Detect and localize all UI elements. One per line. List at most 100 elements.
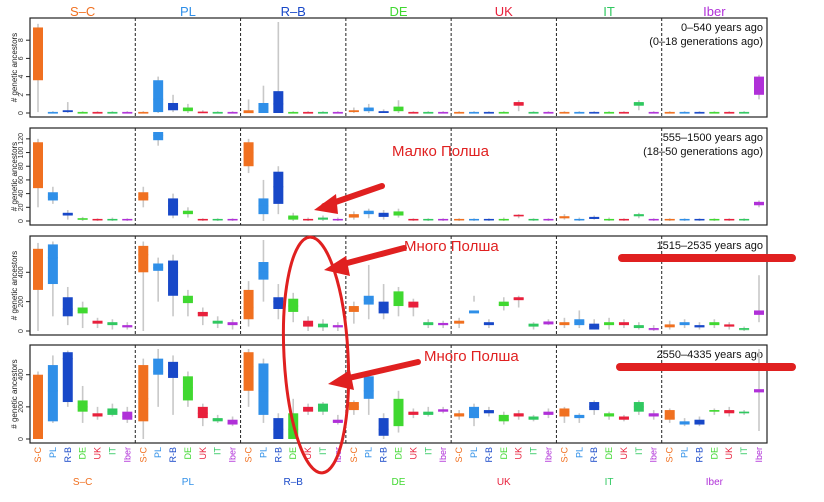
- box-S-C-Iber: [122, 406, 133, 423]
- iqr-box: [589, 402, 600, 411]
- y-tick-label: 400: [18, 266, 25, 278]
- x-tick-label: R-B: [63, 447, 73, 463]
- x-tick-label: IT: [318, 446, 328, 455]
- box-R-B-UK: [303, 217, 314, 221]
- box-UK-PL: [469, 111, 480, 114]
- y-tick-label: 200: [18, 296, 25, 308]
- x-tick-label: UK: [724, 447, 734, 460]
- box-R-B-R-B: [273, 22, 284, 113]
- iqr-box: [77, 400, 88, 412]
- y-tick-label: 40: [18, 190, 25, 198]
- iqr-box: [138, 245, 149, 273]
- box-IT-S-C: [559, 111, 570, 114]
- x-tick-label: R-B: [168, 447, 178, 463]
- box-R-B-S-C: [243, 138, 254, 174]
- box-DE-UK: [408, 218, 419, 221]
- box-R-B-IT: [317, 215, 328, 221]
- box-IT-PL: [574, 217, 585, 221]
- panel-frame: [29, 235, 768, 336]
- x-tick-label: S-C: [33, 447, 43, 463]
- box-R-B-S-C: [243, 99, 254, 114]
- box-DE-UK: [408, 408, 419, 419]
- bottom-group-label: DE: [392, 477, 406, 488]
- x-tick-label: DE: [288, 447, 298, 460]
- box-S-C-Iber: [122, 322, 133, 330]
- y-tick-label: 8: [18, 38, 25, 42]
- top-group-label: UK: [495, 4, 513, 19]
- box-R-B-R-B: [273, 166, 284, 215]
- box-UK-DE: [498, 111, 509, 114]
- iqr-box: [648, 328, 659, 330]
- box-Iber-R-B: [694, 218, 705, 221]
- x-tick-label: DE: [394, 447, 404, 460]
- box-S-C-DE: [77, 301, 88, 329]
- box-Iber-UK: [724, 406, 735, 417]
- box-UK-UK: [513, 214, 524, 219]
- y-axis-label: # genetic ancestors: [10, 33, 19, 102]
- box-IT-PL: [574, 111, 585, 114]
- box-IT-Iber: [648, 325, 659, 331]
- x-tick-label: S-C: [665, 447, 675, 463]
- box-PL-UK: [197, 403, 208, 427]
- x-tick-label: S-C: [138, 447, 148, 463]
- box-Iber-S-C: [664, 320, 675, 330]
- bottom-group-label: S–C: [73, 477, 92, 488]
- box-R-B-R-B: [273, 284, 284, 320]
- x-tick-label: DE: [78, 447, 88, 460]
- box-S-C-UK: [92, 317, 103, 329]
- box-IT-S-C: [559, 214, 570, 220]
- box-PL-S-C: [138, 186, 149, 208]
- time-range-label: 0–540 years ago: [681, 22, 763, 34]
- x-tick-label: PL: [574, 447, 584, 458]
- iqr-box: [393, 398, 404, 427]
- annotation-little-poland: Малко Полша: [392, 143, 490, 160]
- annotation-much-poland-2: Много Полша: [424, 348, 519, 365]
- box-DE-Iber: [438, 406, 449, 414]
- box-R-B-DE: [288, 212, 299, 221]
- box-UK-DE: [498, 297, 509, 311]
- box-PL-IT: [212, 414, 223, 423]
- arrowhead-much-poland-1: [324, 256, 350, 276]
- y-tick-label: 6: [18, 56, 25, 60]
- box-Iber-IT: [739, 326, 750, 331]
- x-tick-label: PL: [258, 447, 268, 458]
- iqr-box: [258, 363, 269, 415]
- box-IT-Iber: [648, 218, 659, 221]
- box-IT-PL: [574, 310, 585, 329]
- x-tick-label: DE: [604, 447, 614, 460]
- x-tick-label: R-B: [273, 447, 283, 463]
- x-tick-label: DE: [183, 447, 193, 460]
- box-Iber-UK: [724, 111, 735, 114]
- box-UK-Iber: [543, 408, 554, 419]
- box-Iber-DE: [709, 218, 720, 221]
- x-tick-label: PL: [680, 447, 690, 458]
- box-UK-UK: [513, 295, 524, 308]
- iqr-box: [197, 311, 208, 317]
- box-PL-PL: [153, 257, 164, 302]
- box-PL-S-C: [138, 111, 149, 114]
- box-Iber-Iber: [754, 349, 764, 431]
- box-UK-DE: [498, 217, 509, 221]
- iqr-box: [62, 352, 73, 403]
- box-UK-R-B: [483, 111, 494, 114]
- iqr-box: [348, 402, 359, 411]
- box-S-C-DE: [77, 385, 88, 423]
- bottom-group-label: IT: [605, 477, 614, 488]
- iqr-box: [168, 198, 179, 216]
- box-DE-IT: [423, 218, 434, 221]
- panel-frame: [29, 344, 768, 444]
- box-R-B-UK: [303, 111, 314, 114]
- arrowhead-little-poland: [314, 194, 338, 214]
- box-DE-PL: [363, 371, 374, 415]
- box-Iber-PL: [679, 319, 690, 329]
- box-S-C-IT: [107, 111, 118, 114]
- box-IT-UK: [618, 319, 629, 329]
- box-PL-R-B: [168, 94, 179, 113]
- y-tick-label: 0: [18, 219, 25, 223]
- box-DE-Iber: [438, 111, 449, 114]
- top-group-label: Iber: [703, 4, 726, 19]
- x-tick-label: S-C: [454, 447, 464, 463]
- x-tick-label: R-B: [694, 447, 704, 463]
- box-IT-DE: [604, 217, 615, 221]
